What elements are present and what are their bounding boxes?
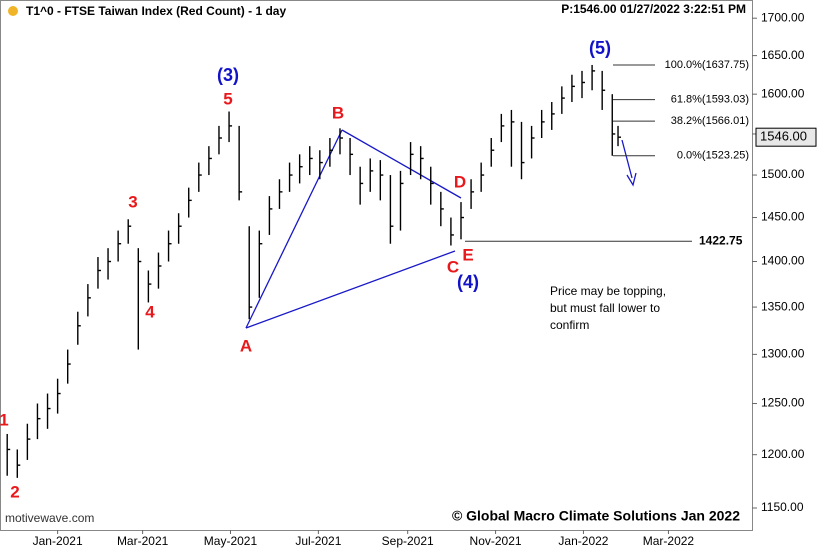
- note: Price may be topping,: [550, 284, 666, 298]
- wave-label: E: [462, 245, 473, 264]
- fib-label: 38.2%(1566.01): [671, 115, 749, 127]
- wave-label: (3): [217, 65, 239, 85]
- last-price-label: 1546.00: [760, 129, 807, 144]
- y-tick-label: 1500.00: [761, 167, 805, 181]
- x-tick-label: Mar-2022: [643, 534, 695, 548]
- copyright: © Global Macro Climate Solutions Jan 202…: [452, 508, 740, 524]
- price-info: P:1546.00 01/27/2022 3:22:51 PM: [561, 2, 746, 16]
- wave-label: D: [454, 172, 466, 191]
- wave-label: 2: [10, 482, 19, 501]
- x-tick-label: Jan-2022: [558, 534, 608, 548]
- y-tick-label: 1650.00: [761, 48, 805, 62]
- fib-label: 100.0%(1637.75): [665, 59, 749, 71]
- status-dot: [8, 6, 18, 16]
- fib-label: 61.8%(1593.03): [671, 94, 749, 106]
- y-tick-label: 1700.00: [761, 10, 805, 24]
- wave-label: C: [447, 257, 459, 276]
- wave-label: (4): [457, 272, 479, 292]
- wave-label: 3: [128, 192, 137, 211]
- y-tick-label: 1200.00: [761, 447, 805, 461]
- note: confirm: [550, 318, 589, 332]
- arrow-head: [626, 172, 637, 187]
- plot-border: [0, 0, 753, 531]
- trendlines: [245, 129, 637, 329]
- note: but must fall lower to: [550, 301, 660, 315]
- y-tick-label: 1350.00: [761, 299, 805, 313]
- x-tick-label: Sep-2021: [382, 534, 434, 548]
- wave-label: B: [332, 103, 344, 122]
- wave-label: 4: [145, 302, 155, 321]
- y-tick-label: 1450.00: [761, 210, 805, 224]
- support-label: 1422.75: [699, 233, 743, 247]
- y-tick-label: 1300.00: [761, 347, 805, 361]
- trendline: [245, 129, 343, 329]
- y-tick-label: 1400.00: [761, 254, 805, 268]
- x-tick-label: Mar-2021: [117, 534, 169, 548]
- watermark: motivewave.com: [5, 511, 94, 525]
- trendline: [245, 250, 456, 329]
- x-tick-label: Jan-2021: [33, 534, 83, 548]
- wave-label: A: [240, 336, 252, 355]
- wave-label: (5): [589, 38, 611, 58]
- y-tick-label: 1600.00: [761, 86, 805, 100]
- chart-title: T1^0 - FTSE Taiwan Index (Red Count) - 1…: [26, 4, 286, 18]
- x-tick-label: May-2021: [204, 534, 258, 548]
- y-tick-label: 1250.00: [761, 396, 805, 410]
- last-price-box: [755, 127, 817, 147]
- x-tick-label: Nov-2021: [470, 534, 522, 548]
- wave-label: 1: [0, 410, 9, 429]
- arrow: [621, 139, 633, 179]
- wave-label: 5: [223, 89, 232, 108]
- x-tick-label: Jul-2021: [295, 534, 341, 548]
- fib-label: 0.0%(1523.25): [677, 150, 749, 162]
- y-tick-label: 1150.00: [761, 500, 804, 514]
- trendline: [341, 129, 462, 199]
